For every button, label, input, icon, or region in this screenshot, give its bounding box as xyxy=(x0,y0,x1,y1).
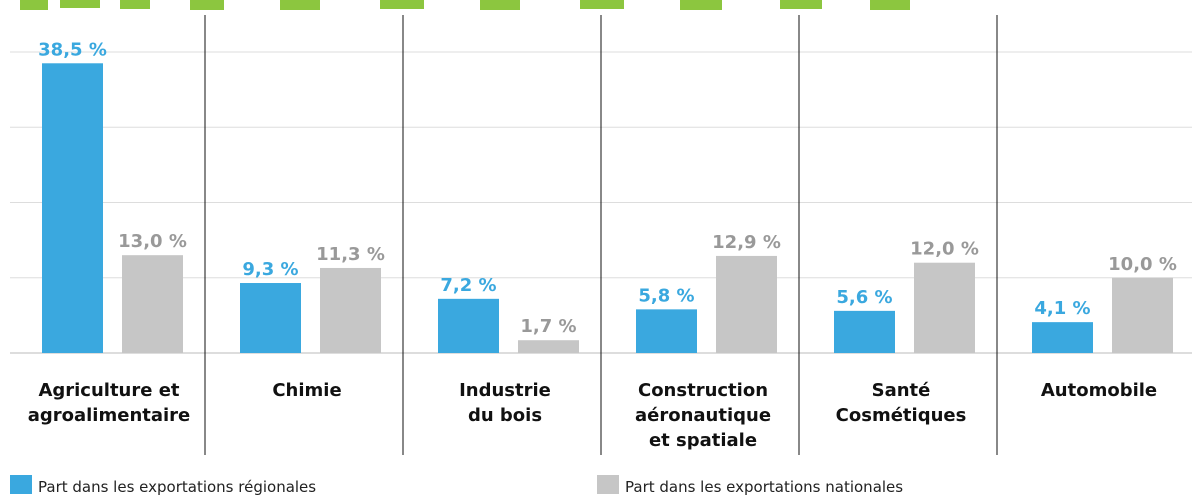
value-label: 1,7 % xyxy=(520,316,576,337)
x-tick-label: Santé Cosmétiques xyxy=(835,380,967,426)
value-label: 7,2 % xyxy=(440,275,496,296)
bar xyxy=(914,262,975,353)
value-label: 5,6 % xyxy=(836,287,892,308)
bar xyxy=(1032,322,1093,353)
legend-label: Part dans les exportations régionales xyxy=(38,478,317,495)
bar xyxy=(122,255,183,353)
decoration xyxy=(20,0,910,10)
bar xyxy=(636,309,697,353)
bar xyxy=(716,255,777,353)
bar xyxy=(834,310,895,353)
value-label: 12,9 % xyxy=(712,232,781,253)
x-tick-label: Automobile xyxy=(1040,380,1158,401)
bar xyxy=(1112,277,1173,353)
value-label: 10,0 % xyxy=(1108,254,1177,275)
x-tick-label: Construction aéronautique et spatiale xyxy=(634,380,772,451)
value-label: 5,8 % xyxy=(638,285,694,306)
value-label: 11,3 % xyxy=(316,244,385,265)
legend-swatch xyxy=(597,475,619,494)
bar xyxy=(240,283,301,353)
value-label: 38,5 % xyxy=(38,39,107,60)
legend-label: Part dans les exportations nationales xyxy=(625,478,904,495)
x-tick-label: Chimie xyxy=(272,380,342,401)
x-tick-label: Industrie du bois xyxy=(459,380,551,426)
value-label: 4,1 % xyxy=(1034,298,1090,319)
legend-swatch xyxy=(10,475,32,494)
bar xyxy=(42,63,103,353)
bar xyxy=(320,267,381,353)
value-label: 9,3 % xyxy=(242,259,298,280)
value-label: 13,0 % xyxy=(118,231,187,252)
x-tick-label: Agriculture et agroalimentaire xyxy=(27,380,191,426)
bar xyxy=(518,340,579,353)
bar xyxy=(438,298,499,353)
value-label: 12,0 % xyxy=(910,239,979,260)
